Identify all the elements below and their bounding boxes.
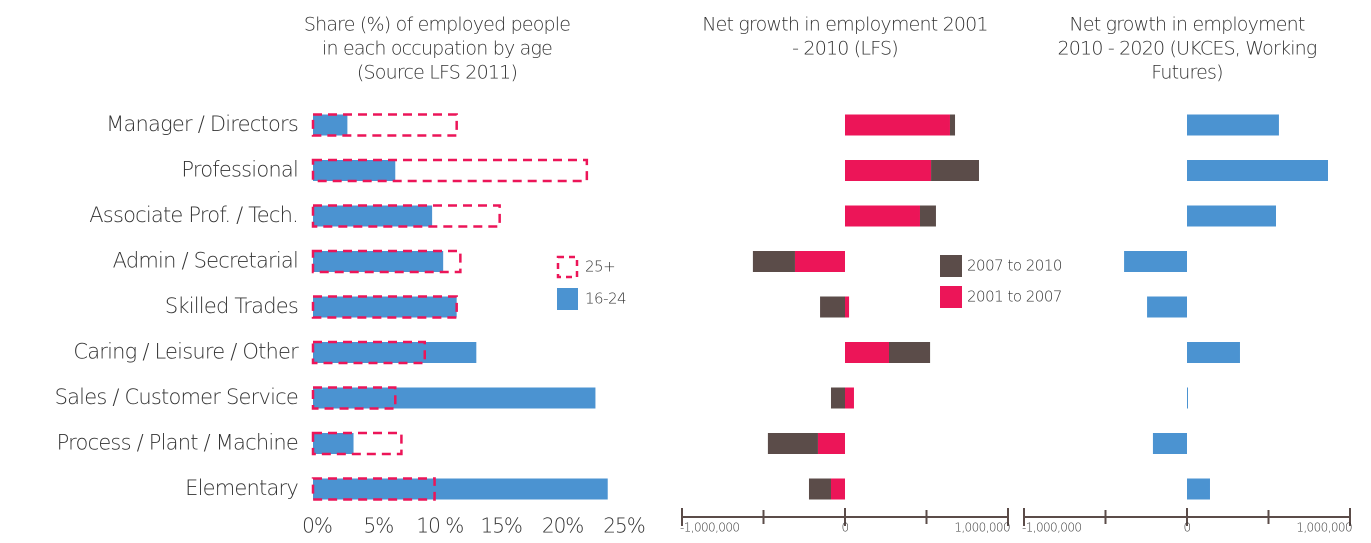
category-label: Skilled Trades (165, 294, 298, 318)
bar-outline (311, 113, 458, 137)
bar-outline (311, 477, 436, 501)
x-tick-label: 1,000,000 (954, 521, 1010, 535)
bar (830, 387, 845, 409)
bar (1187, 205, 1276, 227)
category-label: Sales / Customer Service (55, 385, 298, 409)
bar-outline (311, 204, 501, 228)
x-tick-label: 20% (542, 514, 583, 538)
bar (752, 251, 795, 272)
chart-title: Net growth in employment 2001 (702, 14, 988, 36)
chart-title: - 2010 (LFS) (792, 38, 898, 60)
bar (949, 114, 956, 136)
bar (808, 478, 831, 500)
bar-outline (311, 158, 589, 183)
x-tick-label: 15% (480, 514, 521, 538)
bar (313, 387, 596, 409)
bar (313, 433, 354, 454)
bar (313, 342, 477, 363)
bar (313, 114, 348, 136)
bar (313, 160, 396, 181)
chart-title: Net growth in employment (1069, 14, 1304, 36)
bar (767, 433, 818, 454)
category-label: Elementary (185, 476, 298, 500)
legend-swatch (940, 286, 962, 308)
bar (1187, 387, 1188, 409)
bar-outline (311, 295, 458, 319)
chart-title: (Source LFS 2011) (357, 62, 517, 84)
bar (919, 205, 936, 227)
bar (1187, 160, 1328, 181)
bar (889, 342, 931, 363)
bar (845, 114, 950, 136)
bar (1147, 296, 1187, 318)
x-tick-label: 0% (302, 514, 332, 538)
bar (830, 478, 845, 500)
bar (845, 387, 854, 409)
legend-label: 25+ (585, 258, 615, 276)
x-tick-label: -1,000,000 (1022, 521, 1081, 535)
category-label: Manager / Directors (106, 112, 298, 136)
chart-title: Share (%) of employed people (304, 14, 570, 36)
x-tick-label: 0 (1183, 521, 1190, 535)
bar (820, 296, 845, 318)
bar (1187, 114, 1279, 136)
legend-swatch (557, 288, 578, 310)
bar (794, 251, 845, 272)
category-label: Admin / Secretarial (113, 249, 298, 273)
x-tick-label: -1,000,000 (680, 521, 739, 535)
category-label: Caring / Leisure / Other (73, 340, 299, 364)
bar (845, 296, 850, 318)
category-label: Associate Prof. / Tech. (89, 203, 298, 227)
bar (1187, 342, 1240, 363)
category-label: Process / Plant / Machine (57, 431, 298, 455)
legend-label: 2001 to 2007 (967, 288, 1062, 306)
x-tick-label: 1,000,000 (1296, 521, 1352, 535)
x-tick-label: 5% (364, 514, 394, 538)
bar (1124, 251, 1187, 272)
legend-swatch (940, 255, 962, 277)
x-tick-label: 10 % (416, 514, 463, 538)
bar (313, 205, 433, 227)
bar (313, 478, 608, 500)
x-tick-label: 25% (603, 514, 644, 538)
bar (1187, 478, 1210, 500)
chart-title: in each occupation by age (322, 38, 552, 60)
bar (817, 433, 845, 454)
bar (845, 205, 920, 227)
bar (313, 296, 457, 318)
category-label: Professional (181, 158, 298, 182)
chart-title: 2010 - 2020 (UKCES, Working (1057, 38, 1316, 60)
bar-outline (311, 431, 403, 456)
bar (313, 251, 444, 272)
chart-title: Futures) (1151, 62, 1222, 84)
legend-swatch (556, 255, 579, 279)
bar (845, 160, 932, 181)
legend-label: 2007 to 2010 (967, 257, 1062, 275)
bar (845, 342, 890, 363)
bar (931, 160, 979, 181)
bar (1152, 433, 1187, 454)
legend-label: 16-24 (585, 290, 626, 308)
bar-outline (311, 386, 397, 410)
bar-outline (311, 249, 462, 274)
x-tick-label: 0 (841, 521, 848, 535)
bar-outline (311, 340, 426, 365)
